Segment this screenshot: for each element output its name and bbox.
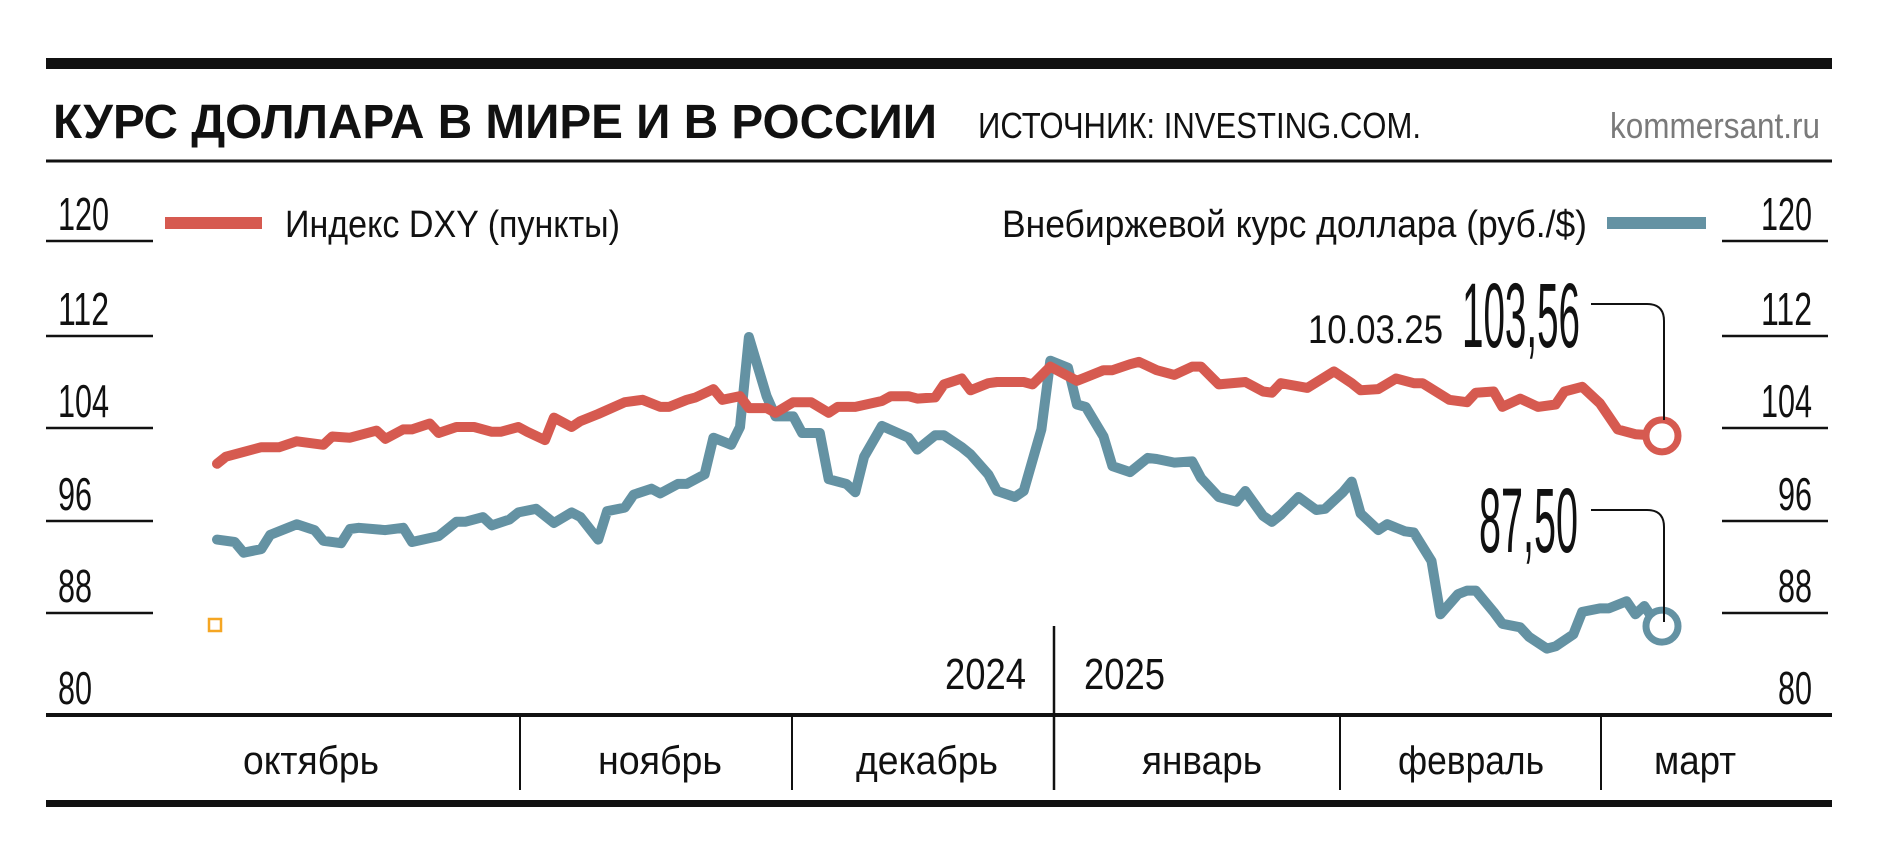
bottom-rule: [46, 800, 1832, 807]
left-y-axis: 120 112 104 96 88 80: [46, 188, 153, 714]
endpoint-marker-dxy: [1642, 416, 1682, 456]
left-tick-label: 88: [58, 560, 92, 612]
leader-line-dxy: [1591, 303, 1665, 420]
month-label: март: [1654, 739, 1736, 783]
right-tick-label: 104: [1761, 375, 1812, 427]
month-label: ноябрь: [598, 739, 722, 783]
right-tick-label: 112: [1761, 283, 1812, 335]
source-label: ИСТОЧНИК: INVESTING.COM.: [978, 105, 1421, 146]
right-tick-label: 96: [1778, 468, 1812, 520]
annotation-date: 10.03.25: [1308, 308, 1443, 352]
right-tick-label: 80: [1778, 662, 1812, 714]
top-rule: [46, 58, 1832, 69]
endpoint-marker-rub: [1642, 606, 1682, 646]
month-label: февраль: [1398, 739, 1544, 783]
series-group: [212, 332, 1682, 654]
annotation-dxy-value: 103,56: [1462, 265, 1580, 367]
year-label-2024: 2024: [945, 650, 1026, 699]
month-label: октябрь: [243, 739, 379, 783]
right-y-axis: 120 112 104 96 88 80: [1722, 188, 1828, 714]
annotation-rub-value: 87,50: [1479, 470, 1578, 572]
left-tick-label: 96: [58, 468, 92, 520]
chart-title: КУРС ДОЛЛАРА В МИРЕ И В РОССИИ: [53, 96, 937, 149]
month-axis: октябрь ноябрь декабрь январь февраль март: [243, 717, 1736, 790]
left-tick-label: 104: [58, 375, 109, 427]
brand-label: kommersant.ru: [1610, 105, 1820, 146]
year-label-2025: 2025: [1084, 650, 1165, 699]
month-label: декабрь: [856, 739, 998, 783]
right-tick-label: 88: [1778, 560, 1812, 612]
series-line-dxy: [212, 356, 1667, 469]
series-line-rub: [212, 332, 1667, 654]
legend-label-dxy: Индекс DXY (пункты): [285, 204, 620, 246]
left-tick-label: 80: [58, 662, 92, 714]
legend-label-rub: Внебиржевой курс доллара (руб./$): [1002, 204, 1587, 246]
right-tick-label: 120: [1761, 188, 1812, 240]
leader-line-rub: [1591, 509, 1665, 622]
left-tick-label: 112: [58, 283, 109, 335]
small-square-marker: [207, 617, 223, 633]
month-label: январь: [1142, 739, 1262, 783]
left-tick-label: 120: [58, 188, 109, 240]
